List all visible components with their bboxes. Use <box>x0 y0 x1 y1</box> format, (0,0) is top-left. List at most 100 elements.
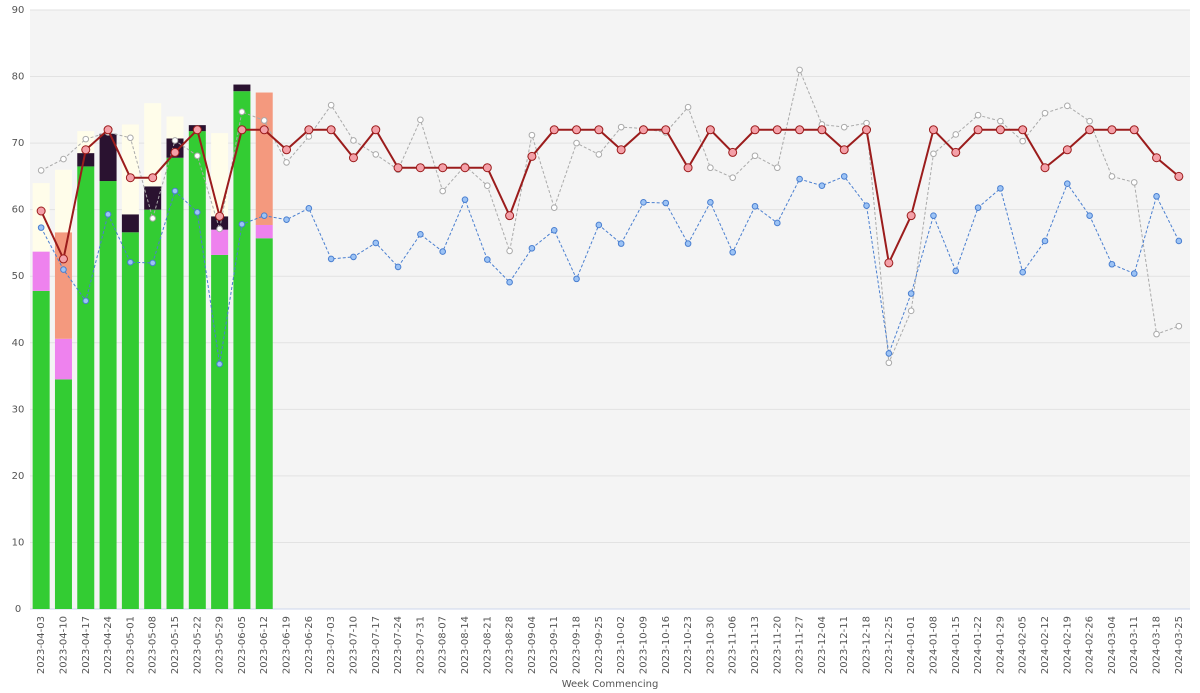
line-marker <box>81 145 91 155</box>
line-marker <box>774 164 781 172</box>
x-tick-label: 2023-11-13 <box>750 616 761 674</box>
line-marker <box>170 147 180 157</box>
line-marker <box>1086 212 1093 219</box>
y-tick-label: 10 <box>12 537 25 548</box>
line-marker <box>58 254 68 264</box>
line-marker <box>194 152 201 160</box>
line-marker <box>506 278 513 286</box>
line-marker <box>705 125 715 135</box>
bar-segment <box>121 214 139 233</box>
line-marker <box>863 202 870 209</box>
x-tick-label: 2023-12-18 <box>862 616 873 674</box>
line-marker <box>1153 193 1160 200</box>
line-marker <box>103 125 113 135</box>
line-marker <box>683 163 693 173</box>
line-marker <box>1041 237 1049 245</box>
line-marker <box>772 125 782 135</box>
y-tick-label: 90 <box>12 5 25 16</box>
line-marker <box>1062 145 1072 155</box>
line-marker <box>460 163 470 173</box>
x-tick-label: 2023-07-03 <box>326 616 337 674</box>
y-tick-label: 20 <box>12 471 25 482</box>
x-tick-label: 2023-10-23 <box>683 616 694 674</box>
line-marker <box>662 199 670 207</box>
x-tick-label: 2023-06-05 <box>237 616 248 674</box>
bar-segment <box>99 133 117 182</box>
x-tick-label: 2023-06-12 <box>259 616 270 674</box>
y-tick-label: 0 <box>15 604 21 615</box>
line-marker <box>484 256 491 263</box>
line-marker <box>729 248 736 256</box>
line-marker <box>282 145 292 155</box>
line-marker <box>283 216 290 223</box>
line-marker <box>259 125 269 135</box>
line-marker <box>372 239 380 247</box>
line-marker <box>260 212 268 219</box>
line-marker <box>930 212 937 219</box>
y-tick-label: 50 <box>12 271 25 282</box>
bar-segment <box>255 238 273 609</box>
x-tick-label: 2023-10-30 <box>705 616 716 674</box>
line-marker <box>393 163 403 173</box>
x-tick-label: 2023-05-08 <box>148 616 159 674</box>
bar-segment <box>54 338 72 380</box>
line-marker <box>751 203 759 210</box>
x-tick-label: 2024-01-01 <box>906 616 917 674</box>
line-marker <box>505 211 515 221</box>
x-tick-label: 2023-11-06 <box>728 616 739 674</box>
line-marker <box>37 224 45 231</box>
bar-segment <box>54 169 72 233</box>
x-tick-label: 2023-10-09 <box>638 616 649 674</box>
line <box>40 127 1180 267</box>
line-marker <box>729 174 736 182</box>
bar-segment <box>121 232 139 609</box>
bar-segment <box>255 224 273 239</box>
line-marker <box>148 173 158 183</box>
line-marker <box>928 125 938 135</box>
x-tick-label: 2024-03-18 <box>1152 616 1163 674</box>
line-marker <box>82 297 90 305</box>
line <box>40 68 1180 363</box>
x-tick-label: 2023-09-25 <box>594 616 605 674</box>
x-tick-label: 2023-06-26 <box>304 616 315 674</box>
line-marker <box>528 244 536 252</box>
x-tick-label: 2023-05-29 <box>215 616 226 674</box>
bar-segment <box>32 183 50 252</box>
line-marker <box>549 125 559 135</box>
line-marker <box>818 182 826 190</box>
line-marker <box>350 137 357 144</box>
line-marker <box>1018 125 1028 135</box>
line-marker <box>796 66 803 74</box>
line-marker <box>1064 180 1071 188</box>
line-marker <box>1108 173 1116 180</box>
x-tick-label: 2023-10-02 <box>616 616 627 674</box>
line-marker <box>684 103 692 111</box>
line-marker <box>1152 153 1162 163</box>
line-marker <box>795 125 805 135</box>
line-marker <box>1019 268 1026 276</box>
line-marker <box>371 125 381 135</box>
line-marker <box>238 108 246 116</box>
x-tick-label: 2024-03-25 <box>1174 616 1185 674</box>
line-marker <box>1153 330 1160 338</box>
line-marker <box>951 147 961 157</box>
line-marker <box>304 125 314 135</box>
line-marker <box>36 206 46 216</box>
x-tick-label: 2023-07-17 <box>371 616 382 674</box>
line-marker <box>617 240 625 247</box>
line-marker <box>974 111 982 119</box>
x-tick-label: 2024-02-19 <box>1062 616 1073 674</box>
line-marker <box>840 123 848 131</box>
line-marker <box>305 205 313 212</box>
line-marker <box>482 163 492 173</box>
bar-segment <box>99 181 117 609</box>
x-tick-label: 2023-04-10 <box>58 616 69 674</box>
line-marker <box>751 152 759 160</box>
line-marker <box>283 159 290 166</box>
x-tick-label: 2024-02-05 <box>1018 616 1029 674</box>
line-marker <box>238 221 246 228</box>
x-tick-label: 2023-09-18 <box>572 616 583 674</box>
y-tick-label: 80 <box>12 72 25 83</box>
line-marker <box>417 116 424 124</box>
line-marker <box>930 150 937 158</box>
